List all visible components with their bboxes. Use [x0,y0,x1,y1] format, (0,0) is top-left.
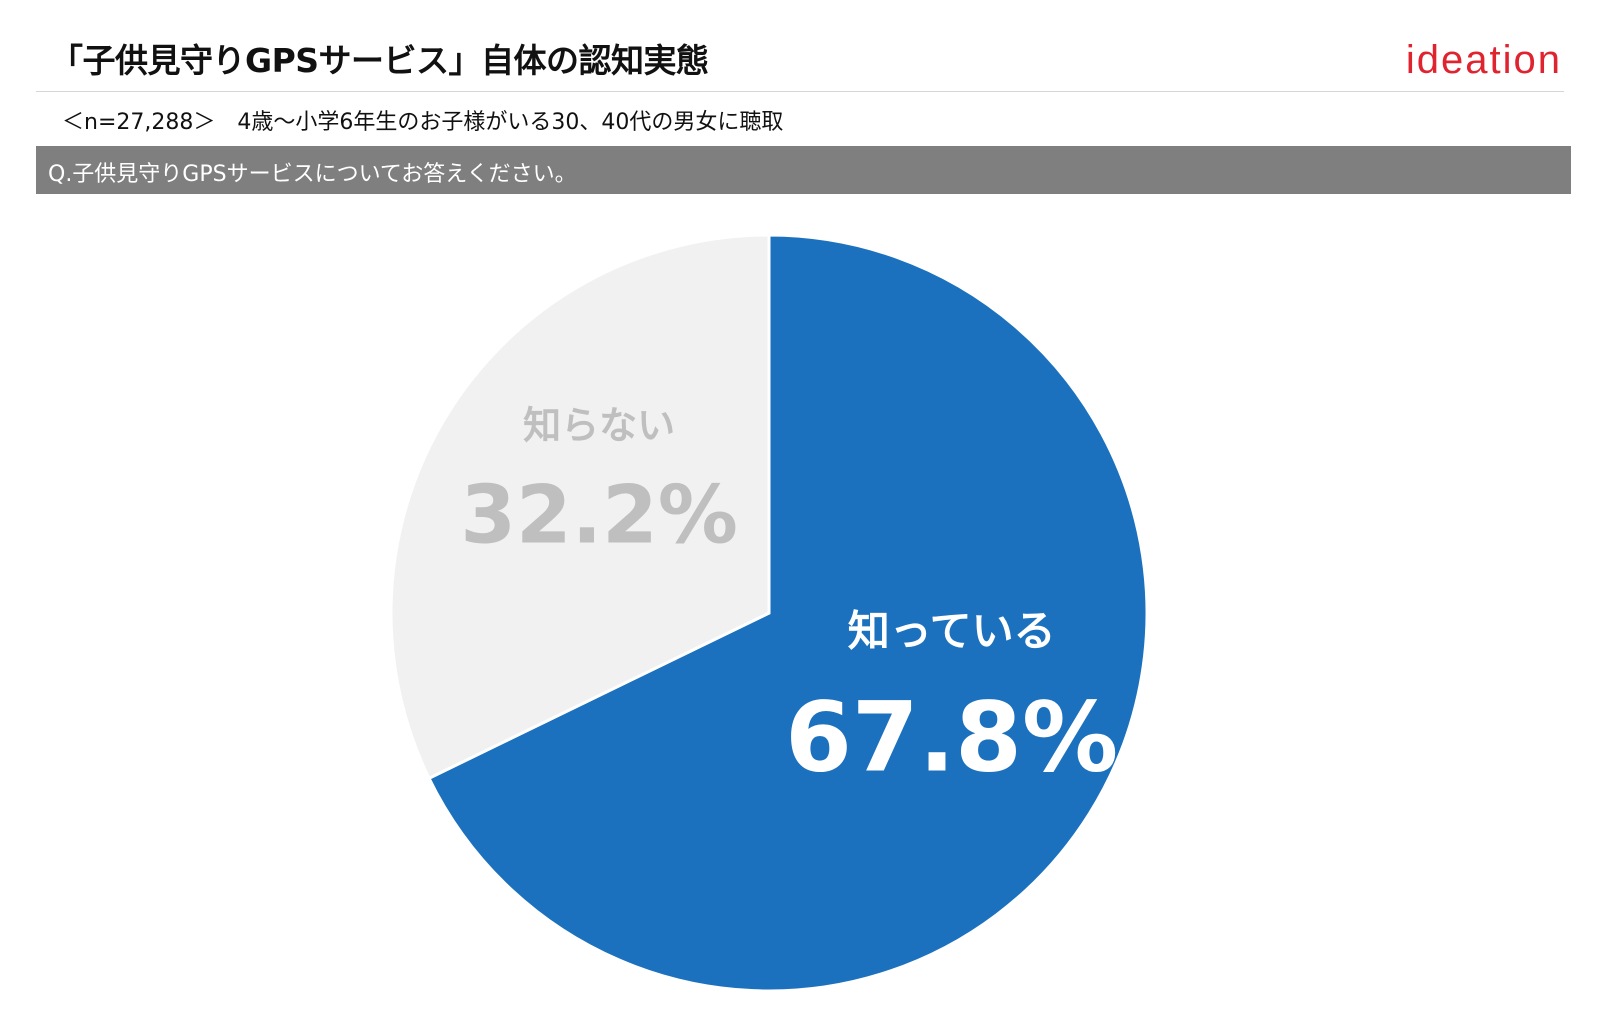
ideation-logo: ideation [1405,38,1562,82]
sample-description: ＜n=27,288＞ 4歳～小学6年生のお子様がいる30、40代の男女に聴取 [62,110,784,135]
pie-slice-unknown [389,233,771,781]
header-divider [36,91,1564,92]
pie-labels: 知っている 67.8% 知らない 32.2% [460,404,1118,794]
slice-label-unknown: 知らない [523,404,675,448]
pie-slices [389,233,1149,993]
slice-label-known: 知っている [848,607,1056,656]
slice-value-known: 67.8% [785,682,1118,794]
question-text: Q.子供見守りGPSサービスについてお答えください。 [48,162,577,187]
page-title: 「子供見守りGPSサービス」自体の認知実態 [50,41,709,80]
slice-value-unknown: 32.2% [460,469,738,562]
question-bar: Q.子供見守りGPSサービスについてお答えください。 [36,146,1571,194]
pie-slice-known [427,233,1149,993]
